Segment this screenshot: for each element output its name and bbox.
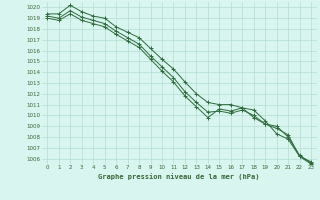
X-axis label: Graphe pression niveau de la mer (hPa): Graphe pression niveau de la mer (hPa) — [99, 173, 260, 180]
